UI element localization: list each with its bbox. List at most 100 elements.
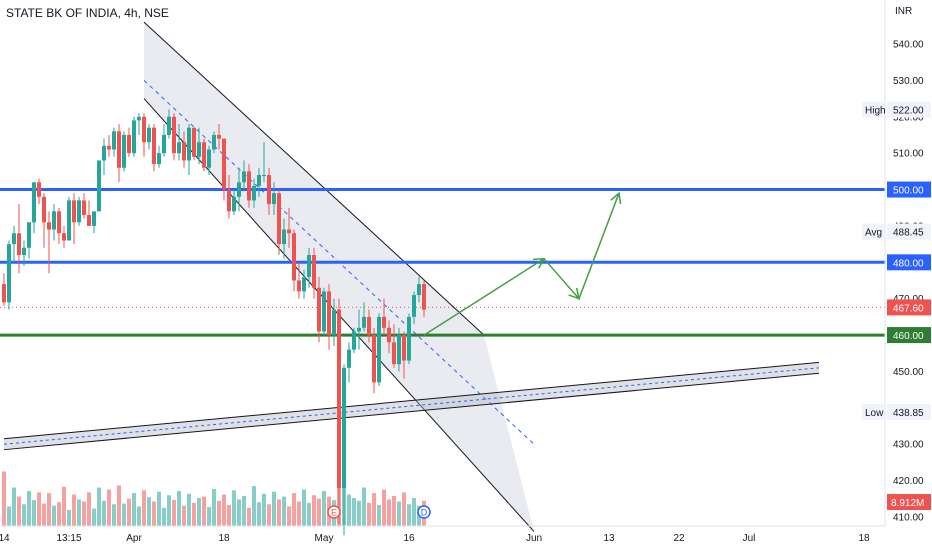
- volume-bar: [197, 498, 201, 526]
- candle-body: [217, 134, 221, 139]
- price-tick-label: 430.00: [893, 440, 924, 451]
- volume-bar: [22, 504, 26, 526]
- volume-bar: [92, 508, 96, 526]
- volume-bar: [2, 471, 6, 526]
- volume-bar: [47, 493, 51, 526]
- candle-body: [312, 255, 316, 288]
- projection-arrowhead: [568, 287, 581, 300]
- volume-bar: [247, 507, 251, 526]
- volume-value: 8.912M: [891, 498, 924, 509]
- low-tag-label: Low: [865, 408, 884, 419]
- volume-bar: [112, 504, 116, 526]
- volume-bar: [12, 487, 16, 526]
- projection-arrowhead: [610, 191, 622, 205]
- chart-title: STATE BK OF INDIA, 4h, NSE: [6, 6, 169, 20]
- candle-body: [287, 229, 291, 234]
- candle-body: [152, 127, 156, 165]
- low-value-badge: [887, 404, 931, 421]
- volume-bar: [82, 501, 86, 526]
- volume-bar: [107, 489, 111, 526]
- volume-bar: [202, 496, 206, 526]
- candle-body: [177, 142, 181, 154]
- trendline-upper: [3, 361, 820, 440]
- price-tick-label: 520.00: [893, 112, 924, 123]
- time-tick-label: 18: [858, 533, 870, 544]
- volume-bar: [52, 505, 56, 526]
- avg-tag: [862, 223, 884, 240]
- time-tick-label: 18: [218, 533, 230, 544]
- candle-body: [277, 193, 281, 245]
- low-value: 438.85: [893, 408, 924, 419]
- volume-bar: [102, 500, 106, 526]
- volume-bar: [117, 485, 121, 526]
- candle-body: [97, 160, 101, 212]
- volume-bar: [297, 501, 301, 526]
- volume-bar: [317, 498, 321, 526]
- candle-body: [172, 116, 176, 154]
- candle-body: [92, 211, 96, 226]
- volume-bar: [142, 490, 146, 526]
- candle-body: [302, 276, 306, 292]
- time-tick-label: Jul: [743, 533, 756, 544]
- candle-body: [2, 284, 6, 303]
- candle-body: [57, 211, 61, 234]
- candle-body: [282, 229, 286, 245]
- volume-bar: [177, 491, 181, 526]
- candle-body: [22, 247, 26, 256]
- channel-fill: [144, 22, 534, 532]
- high-tag: [862, 101, 884, 118]
- candle-body: [352, 331, 356, 350]
- last-price-value: 467.60: [893, 303, 924, 314]
- candle-body: [342, 367, 346, 488]
- candle-body: [192, 127, 196, 157]
- candle-body: [322, 291, 326, 332]
- level-axis-label: 460.00: [893, 331, 924, 342]
- candle-body: [367, 316, 371, 336]
- high-value: 522.00: [893, 105, 924, 116]
- candle-body: [87, 215, 91, 226]
- volume-bar: [392, 495, 396, 526]
- volume-bar: [377, 505, 381, 526]
- candle-body: [12, 233, 16, 245]
- price-tick-label: 540.00: [893, 40, 924, 51]
- time-tick-label: 14: [0, 533, 10, 544]
- candle-body: [102, 145, 106, 161]
- time-tick-label: Jun: [526, 533, 542, 544]
- candle-body: [397, 335, 401, 365]
- volume-bar: [372, 493, 376, 526]
- level-axis-badge: [887, 181, 931, 198]
- high-value-badge: [887, 101, 931, 118]
- candle-body: [82, 200, 86, 216]
- candle-body: [252, 185, 256, 201]
- time-tick-label: 16: [403, 533, 415, 544]
- price-tick-label: 420.00: [893, 476, 924, 487]
- candle-body: [7, 244, 11, 303]
- candle-body: [132, 120, 136, 154]
- candle-body: [207, 149, 211, 168]
- candle-body: [227, 189, 231, 212]
- volume-bar: [282, 496, 286, 526]
- volume-bar: [382, 489, 386, 526]
- candle-body: [122, 134, 126, 168]
- trendline-mid: [3, 367, 820, 445]
- volume-bar: [27, 491, 31, 526]
- candle-body: [272, 193, 276, 205]
- candle-body: [187, 127, 191, 161]
- price-tick-label: 450.00: [893, 367, 924, 378]
- candle-body: [67, 200, 71, 241]
- volume-bar: [257, 502, 261, 526]
- price-tick-label: 530.00: [893, 76, 924, 87]
- volume-bar: [152, 501, 156, 526]
- level-axis-badge: [887, 327, 931, 344]
- volume-bar: [42, 503, 46, 526]
- candle-body: [197, 142, 201, 157]
- volume-bar: [77, 499, 81, 526]
- candle-body: [292, 233, 296, 281]
- volume-bar: [242, 495, 246, 526]
- volume-bar: [17, 496, 21, 526]
- trendline-lower: [3, 372, 820, 451]
- volume-bar: [302, 489, 306, 526]
- candle-body: [387, 327, 391, 343]
- time-tick-label: 22: [673, 533, 685, 544]
